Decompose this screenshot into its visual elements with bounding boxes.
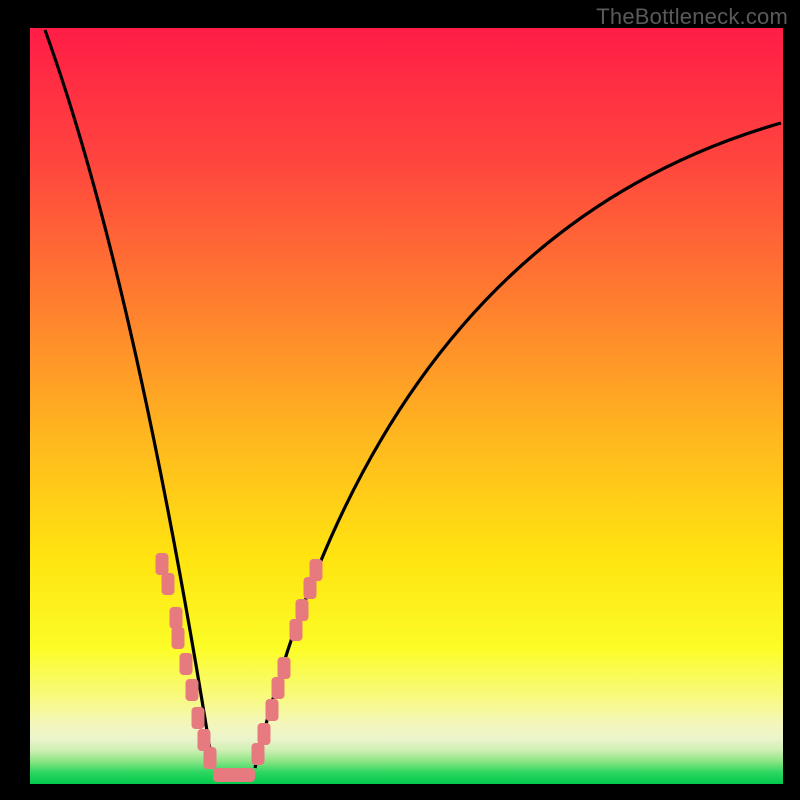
valley-marker [213, 768, 255, 782]
marker-left-5 [186, 679, 199, 701]
watermark-text: TheBottleneck.com [596, 4, 788, 30]
marker-left-0 [156, 553, 169, 575]
marker-right-6 [296, 599, 309, 621]
marker-right-8 [310, 559, 323, 581]
marker-left-4 [180, 653, 193, 675]
bottleneck-curve-plot [30, 28, 783, 784]
chart-frame: TheBottleneck.com [0, 0, 800, 800]
marker-right-1 [258, 723, 271, 745]
marker-right-4 [278, 657, 291, 679]
marker-left-2 [170, 607, 183, 629]
marker-right-3 [272, 677, 285, 699]
marker-left-6 [192, 707, 205, 729]
marker-left-8 [204, 747, 217, 769]
gradient-background [30, 28, 783, 784]
marker-right-5 [290, 619, 303, 641]
marker-left-3 [172, 627, 185, 649]
marker-left-1 [162, 573, 175, 595]
marker-right-2 [266, 699, 279, 721]
marker-right-0 [252, 743, 265, 765]
